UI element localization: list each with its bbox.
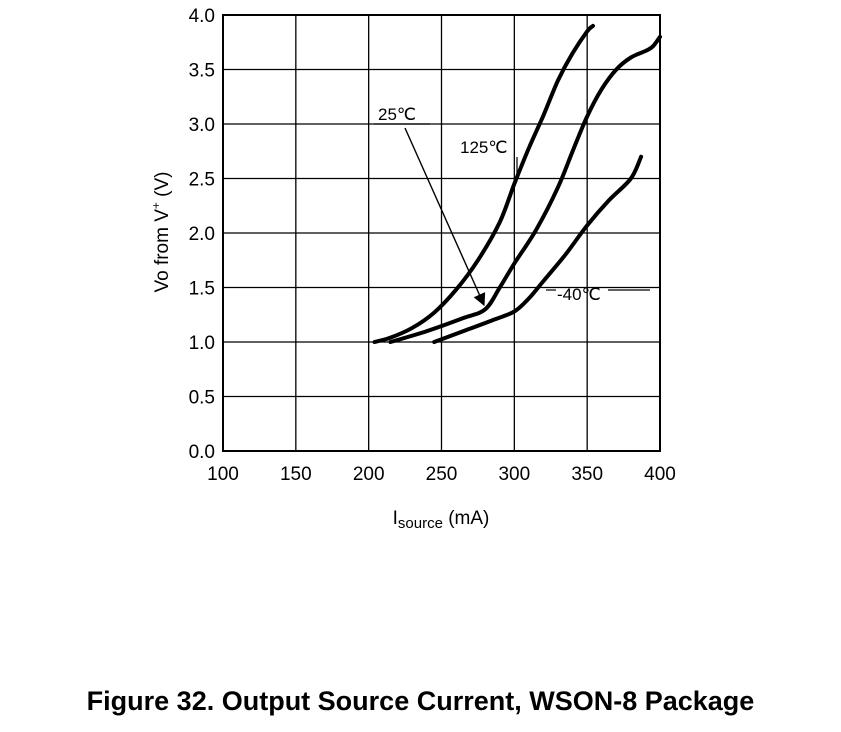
- x-tick-label: 250: [426, 464, 458, 485]
- x-axis-label-unit: (mA): [443, 508, 489, 529]
- series-line-1: [388, 34, 662, 344]
- x-axis-label: Isource (mA): [393, 508, 490, 532]
- annotation-25c: 25℃: [374, 105, 486, 307]
- annotation-125c: 125℃: [460, 138, 518, 174]
- x-axis-label-main: I: [393, 508, 398, 529]
- x-tick-label: 300: [498, 464, 530, 485]
- annotation-minus40c: -40℃: [546, 285, 650, 304]
- y-tick-label: 1.5: [189, 279, 215, 300]
- plot-frame: [222, 14, 661, 452]
- y-tick-label: 0.0: [189, 442, 215, 463]
- y-tick-label: 2.5: [189, 170, 215, 191]
- chart: 100 150 200 250 300 350 400 0.0 0.5 1.0 1.5 2.0 2.5 3…: [149, 6, 676, 532]
- y-tick-label: 0.5: [189, 388, 215, 409]
- annotation-minus40c-label: -40℃: [557, 285, 601, 304]
- gridlines: [222, 14, 661, 452]
- y-axis-label-main: Vo from V: [152, 209, 173, 293]
- annotation-125c-label: 125℃: [460, 138, 507, 157]
- y-tick-label: 4.0: [189, 6, 215, 27]
- series-line-2: [432, 154, 644, 344]
- annotation-25c-label: 25℃: [378, 105, 416, 124]
- y-axis-label-unit: (V): [152, 171, 173, 202]
- series-lines: [372, 23, 662, 344]
- y-tick-label: 3.5: [189, 61, 215, 82]
- tick-labels: 100 150 200 250 300 350 400 0.0 0.5 1.0 1.5 2.0 2.5 3…: [189, 6, 676, 485]
- y-axis-label-sup: +: [149, 202, 163, 209]
- y-tick-label: 1.0: [189, 333, 215, 354]
- y-tick-label: 2.0: [189, 224, 215, 245]
- x-tick-label: 200: [353, 464, 385, 485]
- x-tick-label: 350: [571, 464, 603, 485]
- series-line-0: [372, 23, 595, 344]
- x-axis-label-sub: source: [398, 515, 443, 532]
- annotation-25c-arrow: [404, 127, 486, 307]
- x-tick-label: 400: [644, 464, 676, 485]
- x-tick-label: 150: [280, 464, 312, 485]
- x-tick-label: 100: [207, 464, 239, 485]
- figure-caption: Figure 32. Output Source Current, WSON-8…: [86, 686, 755, 716]
- y-tick-label: 3.0: [189, 115, 215, 136]
- y-axis-label: Vo from V+ (V): [149, 171, 173, 292]
